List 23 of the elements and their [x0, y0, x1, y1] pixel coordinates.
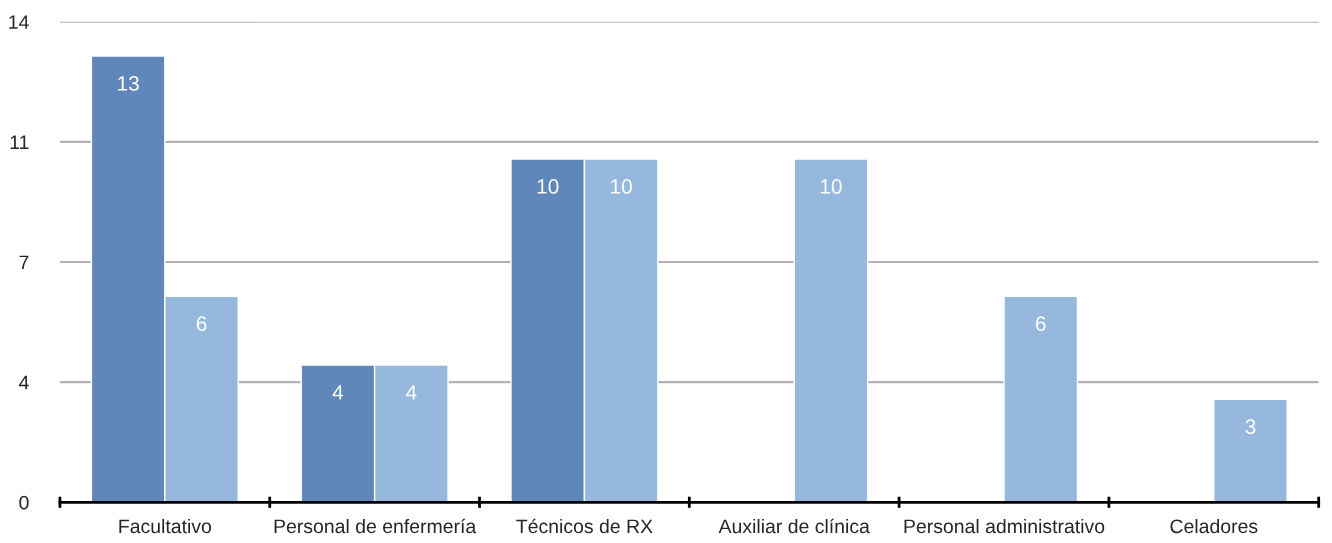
y-tick-label: 11: [10, 135, 29, 149]
x-tick-label: Celadores: [1170, 518, 1258, 534]
data-label: 10: [820, 179, 842, 194]
data-label: 4: [406, 385, 417, 400]
data-label: 10: [537, 179, 559, 194]
y-tick-label: 4: [19, 375, 29, 390]
data-label: 4: [332, 385, 344, 400]
data-label: 3: [1245, 419, 1256, 435]
x-tick-label: Personal administrativo: [904, 518, 1105, 534]
y-tick-label: 0: [19, 495, 29, 510]
y-tick-label: 14: [9, 15, 29, 29]
bar: [1003, 295, 1079, 503]
data-label: 10: [611, 179, 632, 194]
data-label: 6: [196, 316, 207, 332]
bar: [793, 158, 869, 503]
data-label: 6: [1035, 316, 1046, 332]
x-tick-label: Auxiliar de clínica: [718, 518, 870, 534]
y-tick-label: 7: [19, 255, 29, 270]
data-label: 13: [118, 76, 139, 91]
bar: [1213, 398, 1288, 503]
x-tick-label: Personal de enfermería: [274, 518, 477, 534]
x-tick-label: Facultativo: [119, 518, 212, 534]
x-tick-label: Técnicos de RX: [516, 518, 653, 534]
